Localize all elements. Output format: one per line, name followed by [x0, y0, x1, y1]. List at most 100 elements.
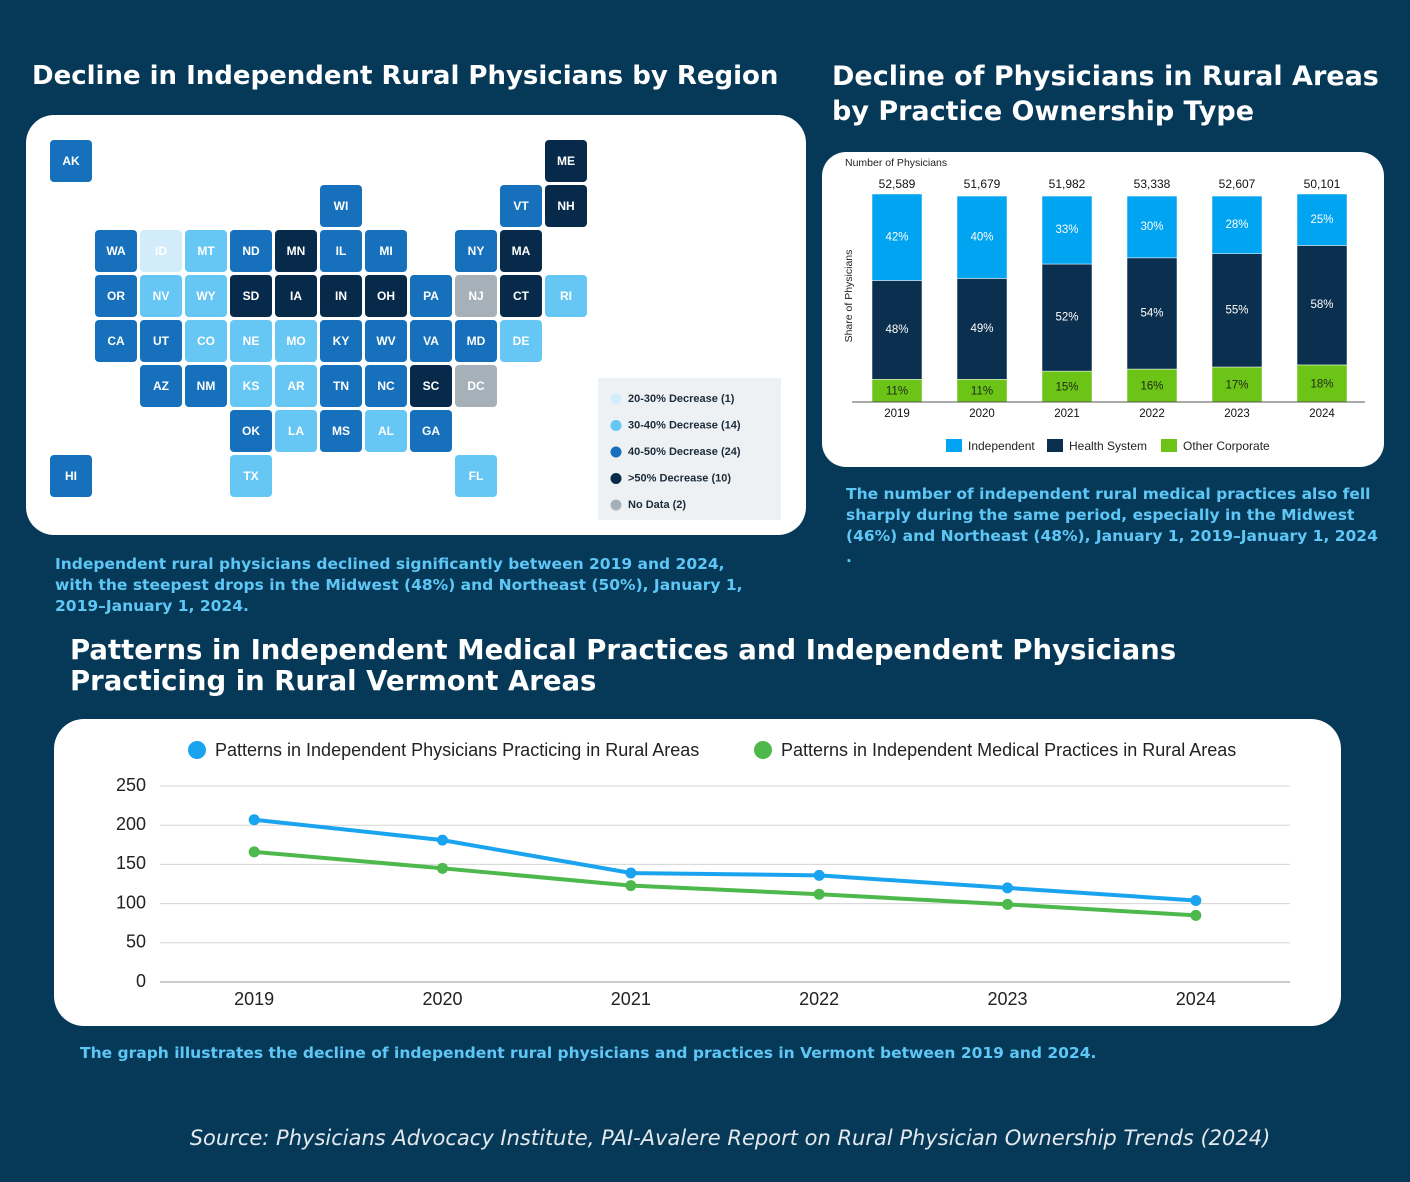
total-label: 51,679	[964, 177, 1001, 191]
state-tile	[185, 275, 227, 317]
state-tile	[275, 410, 317, 452]
state-label: NM	[197, 379, 216, 393]
state-label: AL	[378, 424, 394, 438]
legend-label: >50% Decrease (10)	[628, 472, 731, 484]
state-label: NJ	[468, 289, 483, 303]
x-tick-label: 2023	[1224, 408, 1250, 420]
state-label: DE	[513, 334, 530, 348]
state-tile	[545, 140, 587, 182]
legend-label: Health System	[1069, 439, 1147, 453]
state-label: SC	[423, 379, 440, 393]
state-tile	[320, 275, 362, 317]
state-tile	[500, 275, 542, 317]
state-label: SD	[243, 289, 260, 303]
y-tick-label: 200	[116, 814, 146, 834]
bar-segment	[871, 280, 923, 380]
state-tile	[500, 230, 542, 272]
y-tick-label: 100	[116, 892, 146, 912]
state-tile	[320, 185, 362, 227]
bar-segment	[1211, 253, 1263, 368]
state-tile	[275, 365, 317, 407]
state-tile	[455, 275, 497, 317]
point	[625, 867, 637, 879]
state-tile	[500, 185, 542, 227]
bar-segment	[956, 278, 1008, 380]
legend-swatch	[946, 439, 962, 452]
state-tile	[95, 230, 137, 272]
bar-segment	[1126, 368, 1178, 403]
state-tile	[230, 365, 272, 407]
segment-label: 25%	[1310, 214, 1333, 226]
x-tick-label: 2023	[987, 989, 1027, 1009]
state-label: AR	[287, 379, 305, 393]
state-tile	[365, 230, 407, 272]
state-label: LA	[288, 424, 304, 438]
state-label: IN	[335, 289, 347, 303]
state-tile	[140, 230, 182, 272]
state-tile	[320, 365, 362, 407]
state-tile	[275, 275, 317, 317]
state-label: ME	[557, 154, 575, 168]
x-tick-label: 2019	[884, 408, 910, 420]
state-label: NV	[153, 289, 170, 303]
state-label: ND	[242, 244, 260, 258]
state-tile	[95, 320, 137, 362]
state-tile	[275, 230, 317, 272]
line-caption: The graph illustrates the decline of ind…	[80, 1044, 1097, 1062]
point	[1190, 894, 1202, 906]
state-label: PA	[423, 289, 439, 303]
segment-label: 15%	[1055, 382, 1078, 394]
series-line	[253, 817, 1196, 903]
state-tile	[230, 320, 272, 362]
y-tick-label: 150	[116, 853, 146, 873]
state-label: KY	[333, 334, 350, 348]
segment-label: 11%	[971, 386, 993, 398]
state-label: ID	[155, 244, 167, 258]
line-title: Patterns in Independent Medical Practice…	[70, 634, 1177, 697]
point	[1190, 909, 1202, 921]
x-tick-label: 2024	[1176, 989, 1216, 1009]
segment-label: 52%	[1055, 312, 1078, 324]
state-label: MO	[286, 334, 305, 348]
point	[1002, 898, 1013, 910]
state-tile	[230, 410, 272, 452]
segment-label: 49%	[970, 323, 993, 335]
state-tile	[50, 455, 92, 497]
map-caption: Independent rural physicians declined si…	[55, 555, 743, 615]
state-label: KS	[243, 379, 260, 393]
bar-segment	[871, 193, 923, 281]
segment-label: 40%	[970, 231, 993, 243]
legend-label: No Data (2)	[628, 499, 686, 511]
state-tile	[365, 320, 407, 362]
state-label: AK	[62, 154, 80, 168]
state-label: OH	[377, 289, 395, 303]
state-label: WV	[376, 334, 395, 348]
x-tick-label: 2022	[799, 989, 839, 1009]
legend-swatch	[754, 741, 772, 759]
point	[248, 814, 260, 826]
segment-label: 11%	[886, 386, 908, 398]
total-label: 51,982	[1049, 177, 1086, 191]
segment-label: 48%	[885, 324, 908, 336]
state-tile	[365, 365, 407, 407]
state-tile	[185, 230, 227, 272]
legend-label: 30-40% Decrease (14)	[628, 419, 741, 431]
map-title: Decline in Independent Rural Physicians …	[32, 61, 779, 91]
legend-swatch	[1047, 439, 1063, 452]
point	[437, 862, 448, 874]
state-label: RI	[560, 289, 572, 303]
bar-segment	[1041, 195, 1093, 265]
bar-segment	[1126, 195, 1178, 259]
state-tile	[95, 275, 137, 317]
segment-label: 33%	[1055, 224, 1078, 236]
state-tile	[320, 410, 362, 452]
state-tile	[455, 455, 497, 497]
total-label: 52,607	[1219, 177, 1256, 191]
point	[437, 834, 448, 846]
point	[248, 846, 260, 858]
legend-swatch	[1161, 439, 1177, 452]
segment-label: 55%	[1225, 304, 1248, 316]
point	[625, 880, 637, 892]
segment-label: 30%	[1140, 221, 1163, 233]
state-label: CT	[513, 289, 530, 303]
